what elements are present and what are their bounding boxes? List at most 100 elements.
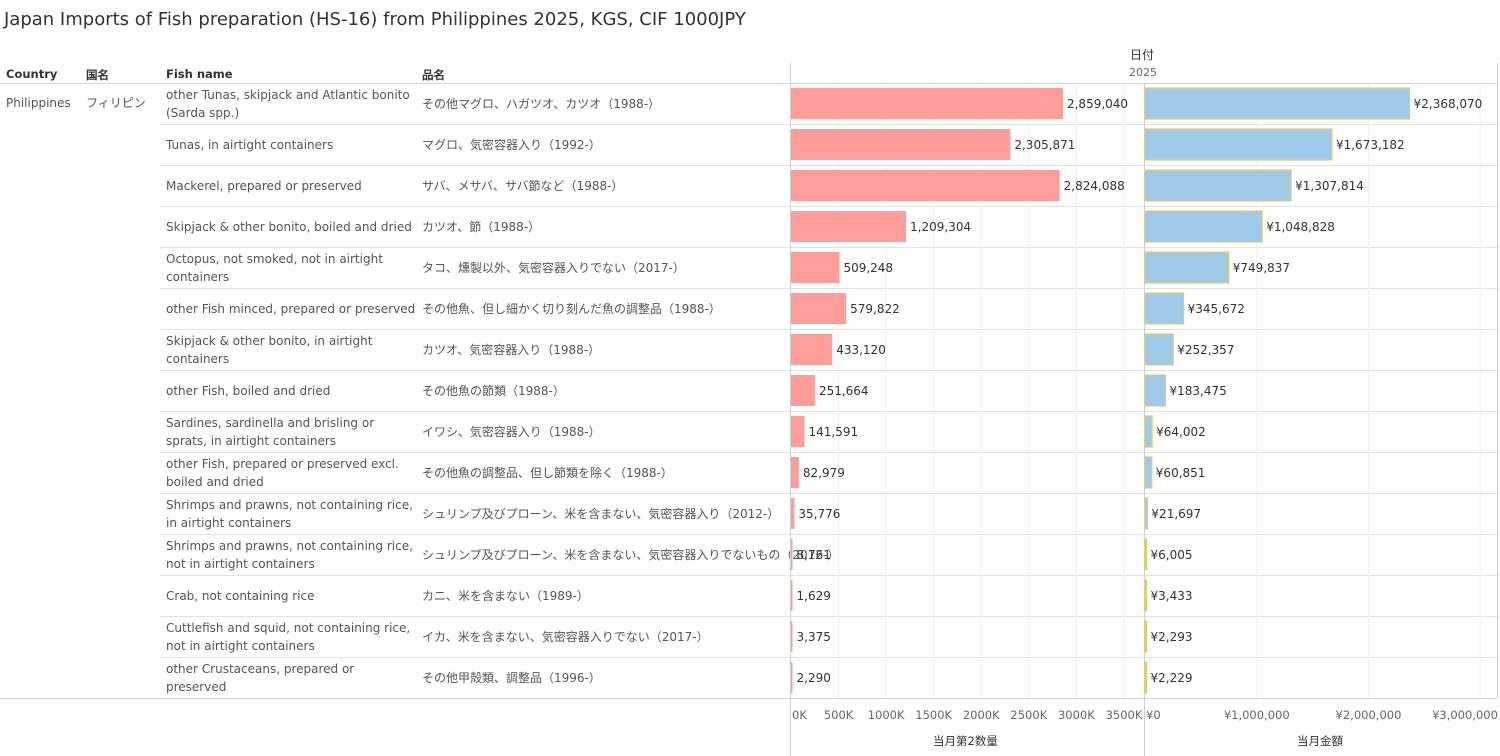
- quantity-bar[interactable]: [791, 498, 795, 529]
- value-bar[interactable]: [1144, 497, 1149, 530]
- hinmei-text: その他マグロ、ハガツオ、カツオ（1988-）: [422, 96, 661, 111]
- column-header-fish-name[interactable]: Fish name: [166, 67, 233, 81]
- fish-name-text: Mackerel, prepared or preserved: [166, 178, 362, 193]
- value-bar[interactable]: [1144, 415, 1153, 448]
- column-header-country[interactable]: Country: [6, 67, 58, 81]
- hinmei-text: イワシ、気密容器入り（1988-）: [422, 424, 601, 439]
- fish-name-cell: Shrimps and prawns, not containing rice,…: [166, 534, 418, 575]
- quantity-data-label: 433,120: [836, 343, 886, 357]
- table-bottom-border: [0, 698, 1497, 699]
- fish-name-text: Crab, not containing rice: [166, 588, 315, 603]
- value-bar[interactable]: [1144, 661, 1148, 694]
- value-bar[interactable]: [1144, 579, 1148, 612]
- value-data-label: ¥252,357: [1177, 343, 1234, 357]
- hinmei-cell: サバ、メサバ、サバ節など（1988-）: [422, 165, 787, 206]
- value-bar[interactable]: [1144, 374, 1167, 407]
- page-title: Japan Imports of Fish preparation (HS-16…: [4, 9, 746, 30]
- hinmei-text: その他甲殻類、調整品（1996-）: [422, 670, 601, 685]
- hinmei-cell: シュリンプ及びプローン、米を含まない、気密容器入りでないもの（2012-）: [422, 534, 839, 575]
- quantity-bar[interactable]: [791, 129, 1011, 160]
- quantity-bar[interactable]: [791, 621, 793, 652]
- hinmei-text: シュリンプ及びプローン、米を含まない、気密容器入りでないもの（2012-）: [422, 547, 840, 562]
- hinmei-text: カツオ、気密容器入り（1988-）: [422, 342, 601, 357]
- quantity-bar[interactable]: [791, 334, 833, 365]
- value-axis-title: 当月金額: [1297, 734, 1343, 748]
- quantity-data-label: 82,979: [803, 466, 845, 480]
- quantity-bar[interactable]: [791, 539, 793, 570]
- fish-name-text: Tunas, in airtight containers: [166, 137, 334, 152]
- quantity-data-label: 35,776: [798, 507, 840, 521]
- tick-label: ¥3,000,000: [1432, 708, 1498, 722]
- tick-label: ¥2,000,000: [1336, 708, 1402, 722]
- row-separator: [160, 329, 1497, 330]
- hinmei-text: イカ、米を含まない、気密容器入りでない（2017-）: [422, 629, 709, 644]
- hinmei-text: カツオ、節（1988-）: [422, 219, 541, 234]
- quantity-data-label: 2,305,871: [1014, 138, 1075, 152]
- hinmei-cell: イワシ、気密容器入り（1988-）: [422, 411, 787, 452]
- quantity-axis-title: 当月第2数量: [933, 734, 998, 748]
- value-bar[interactable]: [1144, 456, 1153, 489]
- row-separator: [160, 370, 1497, 371]
- tick-label: 3000K: [1058, 708, 1095, 722]
- row-separator: [160, 657, 1497, 658]
- value-bar[interactable]: [1144, 87, 1411, 120]
- value-bar[interactable]: [1144, 538, 1148, 571]
- year-header: 2025: [1129, 66, 1157, 79]
- quantity-bar[interactable]: [791, 416, 805, 447]
- row-separator: [160, 165, 1497, 166]
- column-header-hinmei[interactable]: 品名: [422, 68, 445, 82]
- quantity-bar[interactable]: [791, 457, 799, 488]
- tick-label: 0K: [792, 708, 807, 722]
- value-data-label: ¥2,293: [1151, 630, 1193, 644]
- hinmei-cell: カツオ、節（1988-）: [422, 206, 787, 247]
- hinmei-cell: その他魚、但し細かく切り刻んだ魚の調整品（1988-）: [422, 288, 787, 329]
- fish-name-cell: Sardines, sardinella and brisling or spr…: [166, 411, 418, 452]
- hinmei-cell: その他甲殻類、調整品（1996-）: [422, 657, 787, 698]
- country-cell: Philippines: [6, 96, 71, 110]
- value-data-label: ¥2,229: [1151, 671, 1193, 685]
- value-bar[interactable]: [1144, 620, 1148, 653]
- value-bar[interactable]: [1144, 251, 1230, 284]
- value-bar[interactable]: [1144, 292, 1185, 325]
- quantity-bar[interactable]: [791, 375, 815, 406]
- fish-name-text: other Fish, boiled and dried: [166, 383, 331, 398]
- panel-divider-left: [790, 63, 791, 756]
- quantity-bar[interactable]: [791, 580, 793, 611]
- tick-label: ¥0: [1146, 708, 1161, 722]
- hinmei-cell: その他魚の調整品、但し節類を除く（1988-）: [422, 452, 787, 493]
- row-separator: [160, 493, 1497, 494]
- row-separator: [160, 411, 1497, 412]
- value-data-label: ¥1,048,828: [1266, 220, 1335, 234]
- quantity-bar[interactable]: [791, 88, 1063, 119]
- quantity-data-label: 509,248: [843, 261, 893, 275]
- hinmei-cell: タコ、燻製以外、気密容器入りでない（2017-）: [422, 247, 787, 288]
- quantity-bar[interactable]: [791, 662, 793, 693]
- value-bar[interactable]: [1144, 128, 1333, 161]
- row-separator: [160, 288, 1497, 289]
- value-bar[interactable]: [1144, 333, 1174, 366]
- hinmei-text: その他魚の節類（1988-）: [422, 383, 565, 398]
- quantity-bar[interactable]: [791, 252, 840, 283]
- fish-name-cell: other Fish, prepared or preserved excl. …: [166, 452, 418, 493]
- fish-name-text: other Fish minced, prepared or preserved: [166, 301, 416, 316]
- value-data-label: ¥1,307,814: [1295, 179, 1364, 193]
- quantity-bar[interactable]: [791, 170, 1060, 201]
- fish-name-cell: Octopus, not smoked, not in airtight con…: [166, 247, 418, 288]
- fish-name-cell: Mackerel, prepared or preserved: [166, 165, 418, 206]
- fish-name-cell: Shrimps and prawns, not containing rice,…: [166, 493, 418, 534]
- fish-name-cell: Skipjack & other bonito, in airtight con…: [166, 329, 418, 370]
- row-separator: [160, 616, 1497, 617]
- fish-name-text: Shrimps and prawns, not containing rice,…: [166, 497, 413, 530]
- quantity-bar[interactable]: [791, 211, 907, 242]
- quantity-data-label: 8,761: [797, 548, 831, 562]
- value-bar[interactable]: [1144, 169, 1292, 202]
- fish-name-text: Cuttlefish and squid, not containing ric…: [166, 620, 411, 653]
- fish-name-text: Octopus, not smoked, not in airtight con…: [166, 251, 383, 284]
- quantity-data-label: 2,824,088: [1064, 179, 1125, 193]
- value-bar[interactable]: [1144, 210, 1263, 243]
- quantity-data-label: 251,664: [819, 384, 869, 398]
- column-header-kuni[interactable]: 国名: [86, 68, 109, 82]
- quantity-data-label: 141,591: [808, 425, 858, 439]
- quantity-bar[interactable]: [791, 293, 847, 324]
